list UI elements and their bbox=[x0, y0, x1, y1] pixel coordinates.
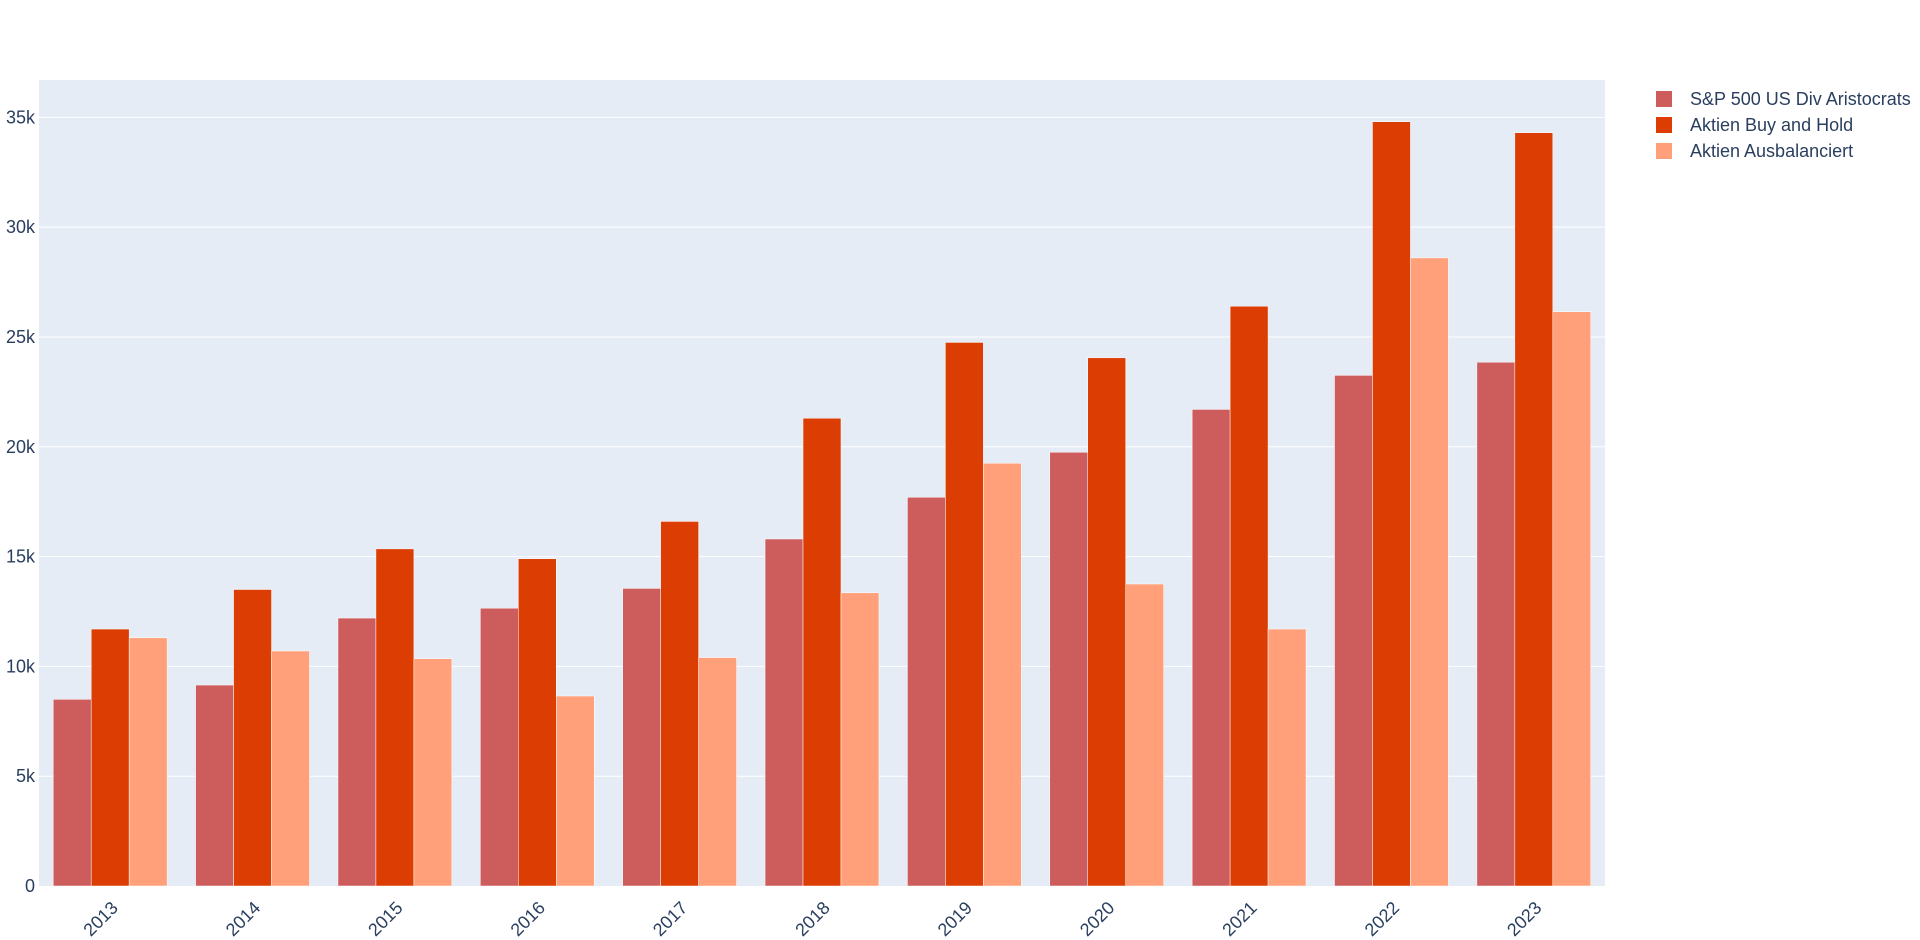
bar bbox=[90, 628, 130, 887]
bar bbox=[233, 589, 272, 887]
y-tick-label: 5k bbox=[16, 766, 36, 786]
y-tick-label: 30k bbox=[6, 217, 36, 237]
x-tick-label: 2017 bbox=[649, 898, 691, 940]
bar bbox=[1372, 121, 1411, 887]
bar bbox=[802, 417, 842, 887]
legend-label: S&P 500 US Div Aristocrats bbox=[1690, 89, 1911, 109]
bar bbox=[764, 538, 804, 887]
legend-swatch bbox=[1656, 117, 1672, 133]
bar bbox=[698, 657, 737, 887]
legend-label: Aktien Buy and Hold bbox=[1690, 115, 1853, 135]
bar bbox=[1267, 628, 1307, 887]
bar bbox=[945, 342, 984, 887]
bar bbox=[337, 617, 377, 887]
bar bbox=[375, 548, 415, 887]
x-axis: 2013 2014 2015 2016 2017 2018 2019 2020 2021 2022… bbox=[79, 898, 1545, 940]
bar bbox=[622, 588, 661, 887]
y-tick-label: 20k bbox=[6, 437, 36, 457]
bar bbox=[556, 695, 595, 887]
bar bbox=[1476, 361, 1516, 887]
y-tick-label: 10k bbox=[6, 656, 36, 676]
y-tick-label: 25k bbox=[6, 327, 36, 347]
y-axis: 0 5k 10k 15k 20k 25k 30k 35k bbox=[6, 107, 36, 896]
legend-item[interactable]: S&P 500 US Div Aristocrats bbox=[1656, 89, 1911, 109]
x-tick-label: 2013 bbox=[79, 898, 121, 940]
legend-swatch bbox=[1656, 143, 1672, 159]
x-tick-label: 2014 bbox=[222, 898, 264, 940]
x-tick-label: 2016 bbox=[507, 898, 549, 940]
bars bbox=[52, 121, 1592, 887]
legend-item[interactable]: Aktien Buy and Hold bbox=[1656, 115, 1853, 135]
legend-item[interactable]: Aktien Ausbalanciert bbox=[1656, 141, 1853, 161]
bar bbox=[1049, 452, 1088, 887]
x-tick-label: 2021 bbox=[1218, 898, 1260, 940]
bar bbox=[1552, 311, 1592, 887]
bar bbox=[1334, 375, 1373, 887]
x-tick-label: 2022 bbox=[1361, 898, 1403, 940]
bar bbox=[1229, 305, 1269, 887]
x-tick-label: 2019 bbox=[934, 898, 976, 940]
bar bbox=[413, 658, 453, 887]
legend-label: Aktien Ausbalanciert bbox=[1690, 141, 1853, 161]
y-tick-label: 15k bbox=[6, 547, 36, 567]
bar bbox=[840, 592, 880, 887]
bar bbox=[195, 684, 234, 887]
bar bbox=[1125, 583, 1164, 887]
y-tick-label: 0 bbox=[25, 876, 35, 896]
bar bbox=[1087, 357, 1126, 887]
legend[interactable]: S&P 500 US Div Aristocrats Aktien Buy and… bbox=[1656, 89, 1911, 161]
bar bbox=[1410, 257, 1449, 887]
x-tick-label: 2015 bbox=[364, 898, 406, 940]
x-tick-label: 2018 bbox=[791, 898, 833, 940]
legend-swatch bbox=[1656, 91, 1672, 107]
bar bbox=[1191, 409, 1231, 887]
bar bbox=[983, 462, 1022, 887]
bar bbox=[271, 650, 310, 887]
bar bbox=[1514, 132, 1554, 887]
bar bbox=[480, 607, 519, 887]
bar bbox=[907, 497, 946, 887]
bar bbox=[52, 699, 92, 887]
bar bbox=[128, 637, 168, 887]
x-tick-label: 2020 bbox=[1076, 898, 1118, 940]
y-tick-label: 35k bbox=[6, 107, 36, 127]
bar bbox=[518, 558, 557, 887]
x-tick-label: 2023 bbox=[1503, 898, 1545, 940]
bar bbox=[660, 521, 699, 887]
